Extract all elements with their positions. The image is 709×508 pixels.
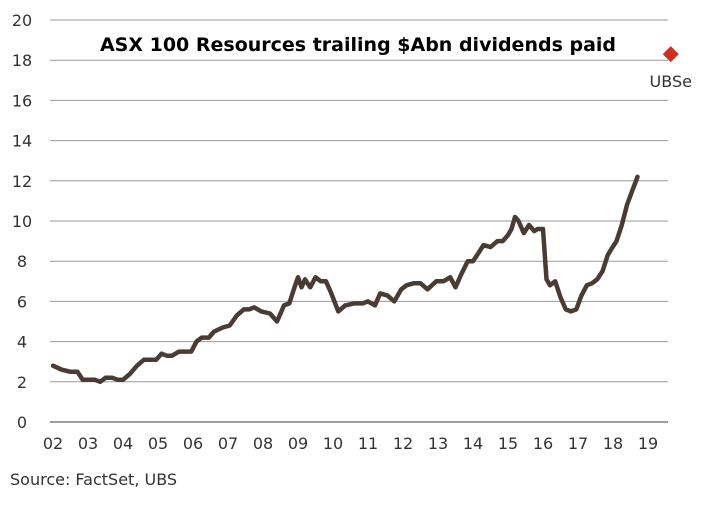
chart-container: 0 2 4 6 8 10 12 14 16 18 20 02 03 04 05 06 07 08 09 10 11 12… (12, 11, 692, 453)
estimate-marker (662, 46, 679, 63)
estimate-label: UBSe (650, 72, 692, 91)
x-tick-label: 14 (463, 434, 483, 453)
y-tick-label: 16 (12, 91, 32, 110)
chart-title: ASX 100 Resources trailing $Abn dividend… (100, 34, 616, 56)
y-axis-ticks: 0 2 4 6 8 10 12 14 16 18 20 (12, 11, 32, 432)
y-tick-label: 14 (12, 132, 32, 151)
x-tick-label: 19 (638, 434, 658, 453)
x-tick-label: 18 (603, 434, 623, 453)
x-tick-label: 09 (288, 434, 308, 453)
x-tick-label: 06 (183, 434, 203, 453)
x-tick-label: 13 (428, 434, 448, 453)
x-tick-label: 08 (253, 434, 273, 453)
y-tick-label: 8 (17, 252, 27, 271)
y-tick-label: 12 (12, 172, 32, 191)
x-tick-label: 15 (498, 434, 518, 453)
x-axis-ticks: 02 03 04 05 06 07 08 09 10 11 12 13 14 15 16 17 18 19 (43, 434, 658, 453)
x-tick-label: 10 (323, 434, 343, 453)
x-tick-label: 17 (568, 434, 588, 453)
x-tick-label: 05 (148, 434, 168, 453)
estimate-layer: UBSe (650, 46, 692, 91)
y-tick-label: 20 (12, 11, 32, 30)
x-tick-label: 07 (218, 434, 238, 453)
x-tick-label: 02 (43, 434, 63, 453)
y-tick-label: 10 (12, 212, 32, 231)
x-tick-label: 03 (78, 434, 98, 453)
x-tick-label: 16 (533, 434, 553, 453)
y-tick-label: 2 (17, 373, 27, 392)
y-tick-label: 6 (17, 292, 27, 311)
series-layer (50, 174, 640, 385)
series-line-0 (50, 174, 640, 385)
y-tick-label: 0 (17, 413, 27, 432)
x-tick-label: 12 (393, 434, 413, 453)
x-tick-label: 11 (358, 434, 378, 453)
x-tick-label: 04 (113, 434, 133, 453)
gridlines (50, 19, 668, 423)
y-tick-label: 18 (12, 51, 32, 70)
y-tick-label: 4 (17, 333, 27, 352)
source-note: Source: FactSet, UBS (10, 470, 178, 489)
